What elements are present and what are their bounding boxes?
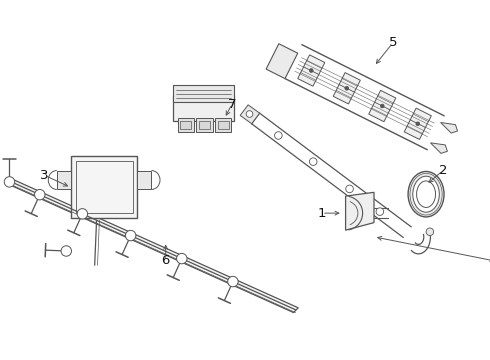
Circle shape (309, 69, 313, 72)
Text: 2: 2 (439, 164, 447, 177)
Circle shape (246, 111, 253, 117)
Polygon shape (333, 73, 360, 104)
Bar (173, 85, 234, 102)
Bar (173, 95, 234, 121)
Bar (218, 121, 229, 129)
Polygon shape (9, 180, 298, 312)
Text: 1: 1 (318, 207, 326, 220)
Bar (199, 121, 210, 129)
Polygon shape (345, 192, 374, 230)
Bar (76, 161, 133, 213)
Polygon shape (57, 171, 71, 189)
Ellipse shape (408, 171, 444, 217)
Text: 3: 3 (40, 169, 49, 182)
Bar (180, 121, 191, 129)
Text: 5: 5 (389, 36, 397, 49)
Circle shape (345, 86, 349, 90)
Circle shape (35, 189, 45, 200)
Circle shape (376, 208, 384, 215)
Polygon shape (137, 171, 151, 189)
Circle shape (346, 185, 353, 193)
Bar (216, 118, 231, 132)
Polygon shape (441, 122, 458, 133)
Polygon shape (266, 44, 298, 78)
Circle shape (380, 104, 384, 108)
Bar (196, 118, 213, 132)
Bar (177, 118, 194, 132)
Circle shape (426, 228, 434, 235)
Text: 4: 4 (488, 254, 490, 267)
Circle shape (274, 132, 282, 139)
Text: 7: 7 (228, 98, 236, 111)
Bar (71, 156, 137, 218)
Circle shape (309, 158, 317, 165)
Circle shape (4, 177, 15, 187)
Circle shape (416, 122, 419, 126)
Circle shape (228, 276, 238, 287)
Polygon shape (369, 90, 396, 122)
Ellipse shape (416, 181, 436, 207)
Text: 6: 6 (162, 254, 170, 267)
Circle shape (77, 209, 88, 219)
Circle shape (176, 253, 187, 264)
Polygon shape (240, 105, 260, 124)
Circle shape (61, 246, 72, 256)
Ellipse shape (413, 176, 440, 212)
Polygon shape (430, 143, 447, 153)
Circle shape (125, 230, 136, 241)
Polygon shape (404, 108, 431, 139)
Polygon shape (298, 55, 325, 86)
